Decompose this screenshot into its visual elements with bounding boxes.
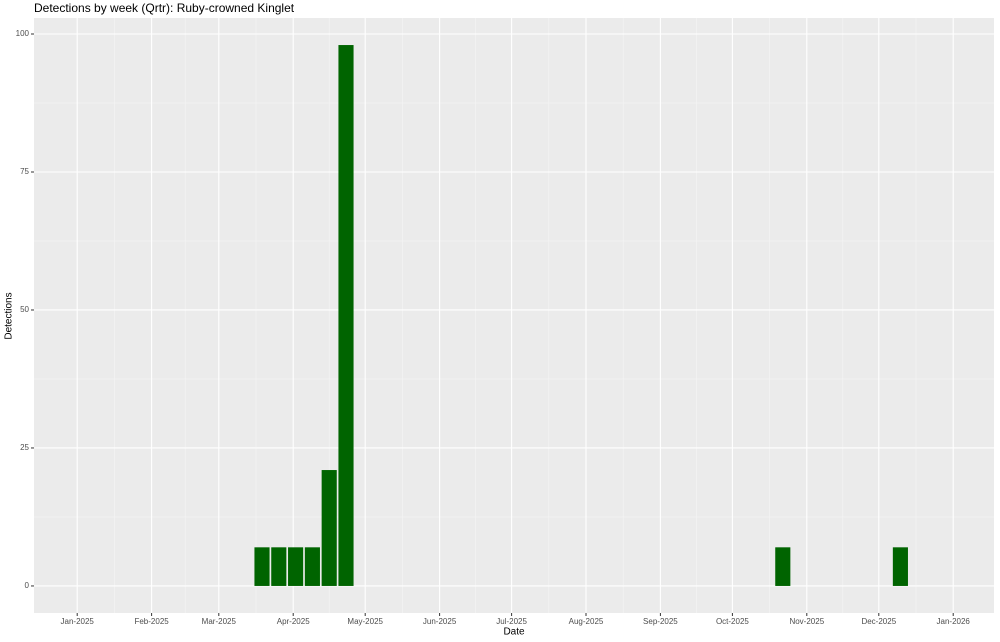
x-tick-label: Jun-2025 — [423, 617, 457, 626]
grid — [34, 18, 994, 613]
panel — [34, 18, 994, 613]
y-tick-label: 50 — [20, 305, 29, 314]
y-tick-label: 100 — [16, 29, 30, 38]
x-tick-label: Mar-2025 — [202, 617, 237, 626]
marks — [254, 45, 908, 586]
y-tick-label: 25 — [20, 443, 29, 452]
y-tick-label: 75 — [20, 167, 29, 176]
bar — [892, 547, 908, 586]
x-tick-label: Jan-2025 — [61, 617, 95, 626]
y-tick-label: 0 — [25, 581, 30, 590]
x-tick-label: Aug-2025 — [569, 617, 604, 626]
bar — [775, 547, 791, 586]
bar — [254, 547, 270, 586]
x-tick-label: Jul-2025 — [496, 617, 527, 626]
x-tick-label: Sep-2025 — [643, 617, 678, 626]
bar — [321, 470, 337, 586]
x-tick-label: Dec-2025 — [861, 617, 896, 626]
bar — [304, 547, 320, 586]
bar — [288, 547, 304, 586]
bar — [271, 547, 287, 586]
x-tick-label: Feb-2025 — [134, 617, 169, 626]
x-tick-label: Jan-2026 — [937, 617, 971, 626]
y-axis-label: Detections — [4, 292, 15, 339]
x-tick-label: Oct-2025 — [716, 617, 749, 626]
x-tick-label: Nov-2025 — [789, 617, 824, 626]
chart-title: Detections by week (Qrtr): Ruby-crowned … — [34, 1, 295, 15]
bar — [338, 45, 354, 586]
x-axis-label: Date — [503, 627, 525, 638]
x-tick-label: Apr-2025 — [277, 617, 310, 626]
x-tick-label: May-2025 — [347, 617, 383, 626]
